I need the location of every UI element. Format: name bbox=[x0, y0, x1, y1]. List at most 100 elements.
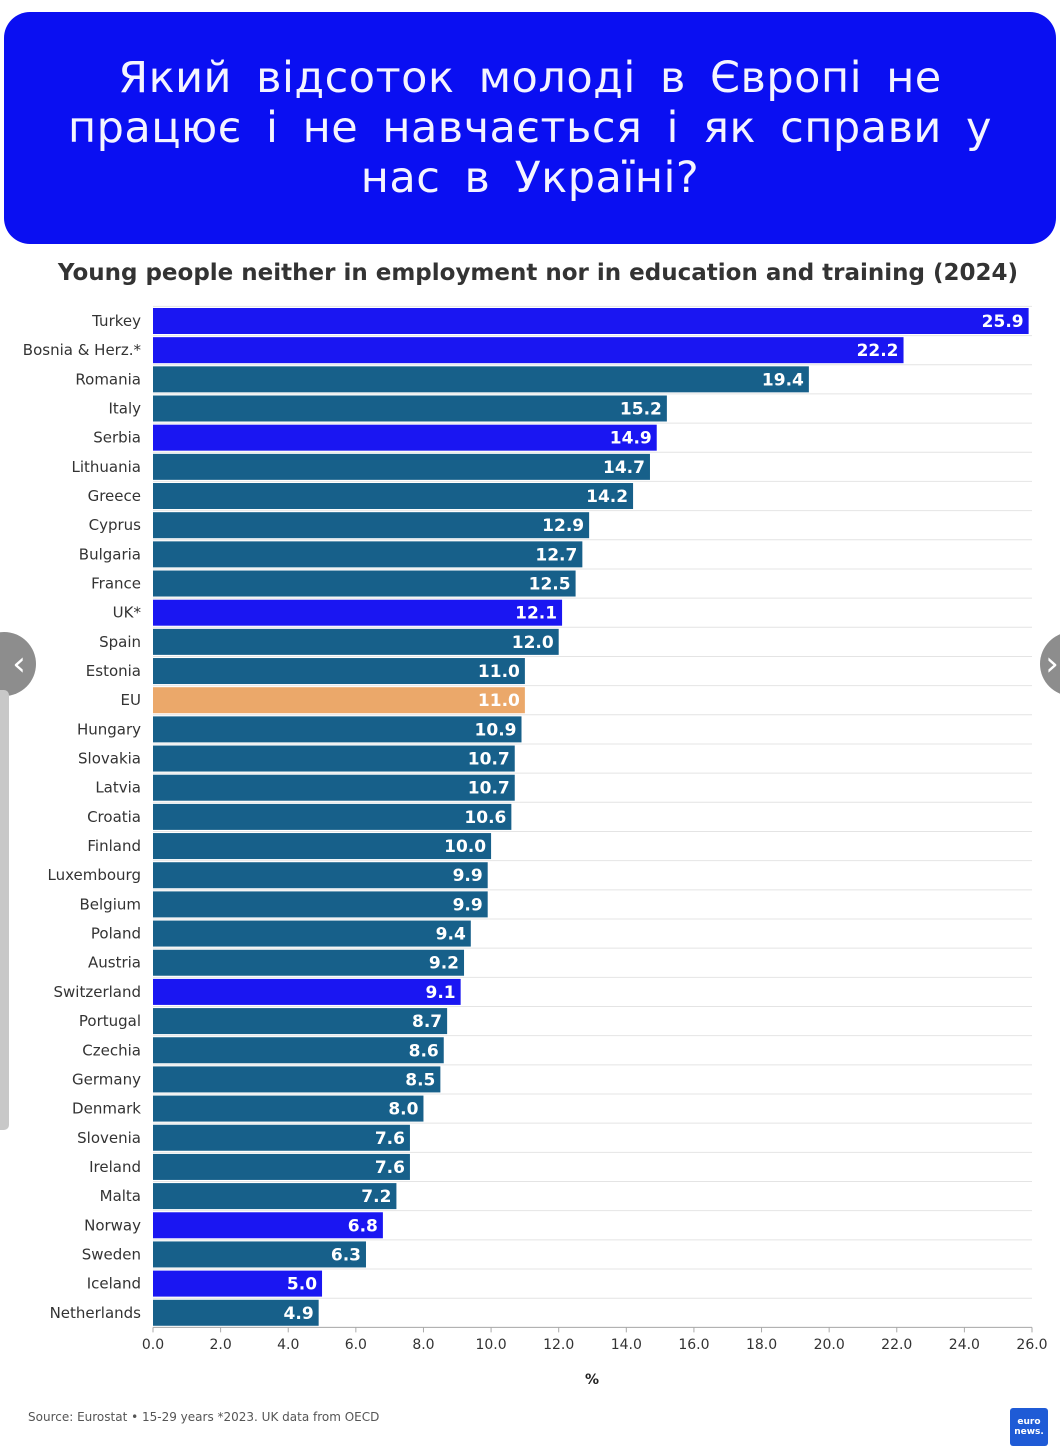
data-label: 8.7 bbox=[412, 1012, 442, 1032]
bar bbox=[153, 1270, 323, 1297]
category-label: Greece bbox=[88, 487, 141, 505]
chart-title: Young people neither in employment nor i… bbox=[57, 260, 1019, 286]
category-label: Iceland bbox=[87, 1275, 141, 1293]
bar bbox=[153, 658, 525, 685]
data-label: 7.6 bbox=[375, 1158, 405, 1178]
category-label: Sweden bbox=[82, 1245, 141, 1263]
category-label: Czechia bbox=[82, 1041, 141, 1059]
category-label: Bulgaria bbox=[79, 545, 141, 563]
data-label: 19.4 bbox=[762, 370, 804, 390]
category-label: Spain bbox=[99, 633, 141, 651]
logo-text-news: news. bbox=[1014, 1427, 1044, 1437]
category-label: Italy bbox=[108, 400, 141, 418]
data-label: 4.9 bbox=[284, 1304, 314, 1324]
bar bbox=[153, 1241, 366, 1268]
category-label: Ireland bbox=[89, 1158, 141, 1176]
x-tick-label: 24.0 bbox=[949, 1337, 980, 1353]
source-note: Source: Eurostat • 15-29 years *2023. UK… bbox=[28, 1410, 380, 1424]
category-label: Cyprus bbox=[89, 516, 142, 534]
x-tick-label: 6.0 bbox=[345, 1337, 367, 1353]
chevron-left-icon: ‹ bbox=[12, 644, 26, 684]
x-tick-label: 2.0 bbox=[209, 1337, 231, 1353]
data-label: 12.7 bbox=[535, 545, 577, 565]
bar bbox=[153, 1037, 444, 1064]
bar bbox=[153, 424, 657, 451]
bar bbox=[153, 628, 559, 655]
data-label: 10.9 bbox=[475, 720, 517, 740]
bar bbox=[153, 1153, 410, 1180]
x-tick-label: 8.0 bbox=[412, 1337, 434, 1353]
category-label: Malta bbox=[100, 1187, 141, 1205]
data-label: 9.4 bbox=[436, 925, 466, 945]
bar bbox=[153, 599, 563, 626]
bar bbox=[153, 833, 492, 860]
bar bbox=[153, 774, 515, 801]
data-label: 8.0 bbox=[388, 1100, 418, 1120]
category-label: Lithuania bbox=[72, 458, 141, 476]
x-tick-label: 16.0 bbox=[678, 1337, 709, 1353]
category-label: Serbia bbox=[93, 429, 141, 447]
bar bbox=[153, 920, 471, 947]
bar bbox=[153, 1095, 424, 1122]
bar bbox=[153, 541, 583, 568]
category-label: Estonia bbox=[86, 662, 141, 680]
x-axis-title: % bbox=[585, 1372, 599, 1388]
data-label: 10.0 bbox=[444, 837, 486, 857]
data-label: 10.7 bbox=[468, 750, 510, 770]
bar bbox=[153, 337, 904, 364]
category-label: Bosnia & Herz.* bbox=[23, 341, 142, 359]
data-label: 5.0 bbox=[287, 1275, 317, 1295]
category-label: France bbox=[91, 575, 141, 593]
chevron-right-icon: › bbox=[1045, 644, 1059, 684]
bar bbox=[153, 308, 1029, 334]
bar bbox=[153, 453, 650, 480]
bar bbox=[153, 978, 461, 1005]
x-tick-label: 22.0 bbox=[881, 1337, 912, 1353]
category-label: Romania bbox=[75, 370, 141, 388]
banner-question: Який відсоток молоді в Європі не працює … bbox=[67, 53, 992, 203]
title-banner: Який відсоток молоді в Європі не працює … bbox=[4, 12, 1056, 244]
data-label: 9.9 bbox=[453, 866, 483, 886]
category-label: Switzerland bbox=[54, 983, 142, 1001]
bar bbox=[153, 803, 512, 830]
category-label: Germany bbox=[72, 1070, 141, 1088]
side-scrollbar[interactable] bbox=[0, 690, 9, 1130]
category-label: Hungary bbox=[77, 720, 141, 738]
data-label: 6.8 bbox=[348, 1216, 378, 1236]
category-label: Denmark bbox=[72, 1100, 141, 1118]
category-label: Croatia bbox=[87, 808, 141, 826]
next-slide-button[interactable]: › bbox=[1040, 632, 1060, 696]
bar bbox=[153, 1299, 319, 1326]
bar bbox=[153, 1008, 448, 1035]
x-tick-label: 20.0 bbox=[814, 1337, 845, 1353]
bar bbox=[153, 570, 576, 597]
category-label: Poland bbox=[91, 925, 141, 943]
category-label: Norway bbox=[84, 1216, 141, 1234]
bar bbox=[153, 395, 667, 422]
bar bbox=[153, 949, 465, 976]
data-label: 14.9 bbox=[610, 429, 652, 449]
data-label: 10.6 bbox=[464, 808, 506, 828]
category-label: Latvia bbox=[95, 779, 141, 797]
x-tick-label: 4.0 bbox=[277, 1337, 299, 1353]
category-label: Austria bbox=[88, 954, 141, 972]
x-tick-label: 12.0 bbox=[543, 1337, 574, 1353]
data-label: 10.7 bbox=[468, 779, 510, 799]
x-tick-label: 14.0 bbox=[611, 1337, 642, 1353]
data-label: 12.1 bbox=[515, 604, 557, 624]
category-label: Portugal bbox=[79, 1012, 141, 1030]
logo-text-euro: euro bbox=[1017, 1417, 1041, 1427]
category-label: Turkey bbox=[91, 312, 141, 330]
data-label: 25.9 bbox=[982, 312, 1024, 332]
bar bbox=[153, 687, 525, 714]
data-label: 6.3 bbox=[331, 1245, 361, 1265]
data-label: 12.5 bbox=[529, 575, 571, 595]
bar bbox=[153, 1183, 397, 1210]
bar bbox=[153, 1212, 383, 1239]
data-label: 9.1 bbox=[426, 983, 456, 1003]
category-label: UK* bbox=[113, 604, 142, 622]
data-label: 9.9 bbox=[453, 895, 483, 915]
data-label: 8.5 bbox=[405, 1070, 435, 1090]
bar bbox=[153, 745, 515, 772]
